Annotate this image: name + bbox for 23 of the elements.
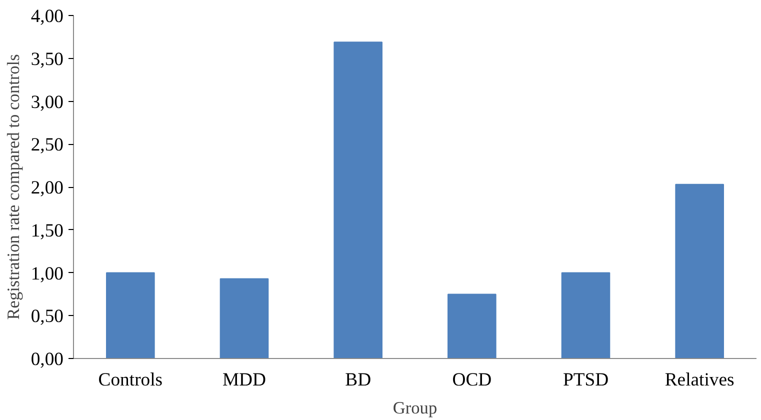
bar bbox=[675, 184, 724, 358]
bar bbox=[561, 272, 610, 358]
y-tick-label: 1,00 bbox=[30, 263, 64, 284]
bar bbox=[334, 42, 382, 358]
bar bbox=[106, 272, 155, 358]
y-tick-label: 1,50 bbox=[30, 220, 64, 242]
y-tick-label: 2,00 bbox=[30, 178, 64, 198]
x-tick-label: BD bbox=[345, 370, 372, 390]
y-tick-label: 0,00 bbox=[30, 349, 64, 370]
y-tick-label: 0,50 bbox=[30, 306, 64, 328]
x-tick-label: Relatives bbox=[664, 370, 734, 390]
y-tick-label: 2,50 bbox=[30, 134, 64, 156]
y-tick-label: 3,00 bbox=[30, 92, 64, 113]
x-tick-label: MDD bbox=[222, 370, 266, 390]
y-tick-label: 3,50 bbox=[30, 48, 64, 70]
x-tick-label: Controls bbox=[98, 370, 163, 390]
x-tick-label: PTSD bbox=[562, 370, 609, 390]
bar bbox=[220, 278, 269, 358]
x-axis-title: Group bbox=[392, 398, 438, 418]
y-axis-title: Registration rate compared to controls bbox=[4, 54, 23, 320]
bar bbox=[448, 294, 496, 358]
x-tick-label: OCD bbox=[452, 370, 492, 390]
y-tick-label: 4,00 bbox=[30, 6, 64, 27]
